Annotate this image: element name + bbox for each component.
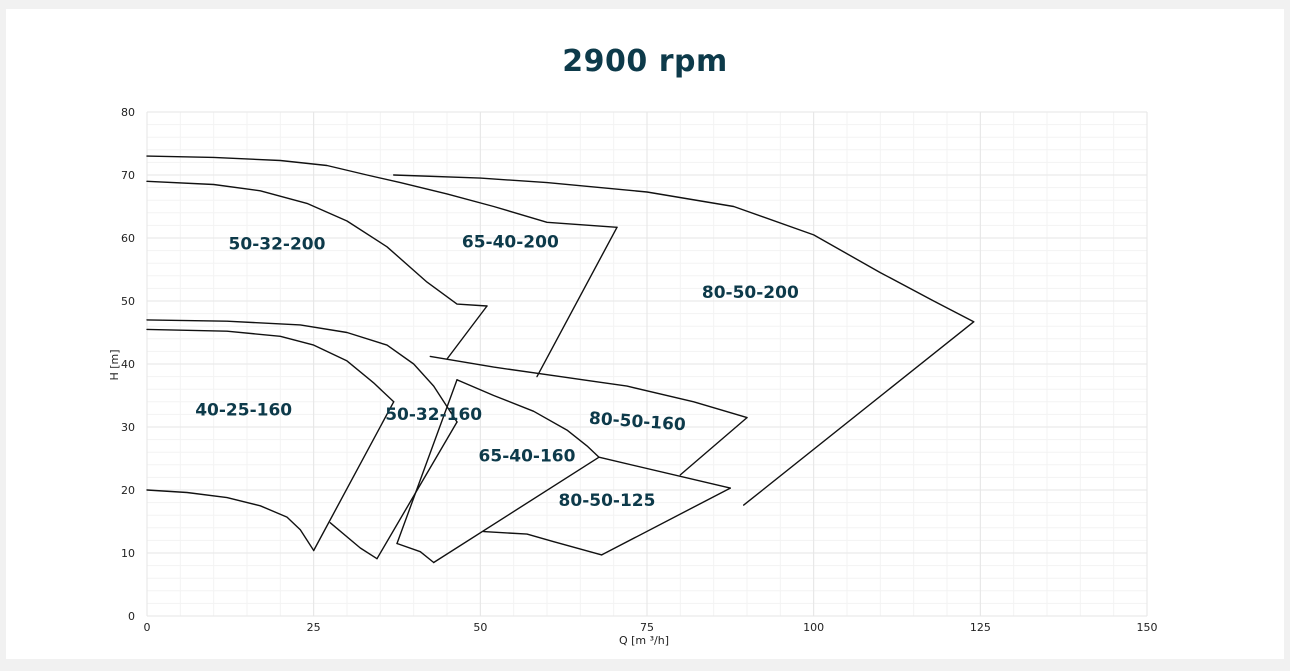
x-tick-label: 50 (473, 621, 487, 634)
pump-model-label: 50-32-200 (229, 234, 326, 254)
curve-line-14 (679, 416, 748, 476)
y-tick-label: 60 (121, 232, 135, 245)
curve-line-17 (396, 542, 435, 564)
x-axis-ticks: 0 25 50 75 100 125 150 (144, 621, 1158, 634)
y-axis-label: H [m] (108, 349, 121, 380)
pump-model-label: 40-25-160 (195, 401, 292, 421)
pump-model-label: 65-40-160 (479, 447, 576, 467)
y-tick-label: 20 (121, 484, 135, 497)
region-labels: 50-32-200 65-40-200 80-50-200 40-25-160 50-3… (195, 232, 799, 510)
curve-line-13 (429, 355, 748, 419)
curve-line-21 (483, 530, 603, 556)
y-tick-label: 80 (121, 106, 135, 119)
y-tick-label: 10 (121, 547, 135, 560)
pump-model-label: 80-50-125 (559, 491, 656, 511)
curve-line-15 (456, 379, 600, 458)
curve-line-18 (433, 456, 600, 564)
x-tick-label: 75 (640, 621, 654, 634)
curve-line-8 (146, 328, 395, 403)
curve-series (146, 155, 975, 564)
curve-line-4 (536, 226, 618, 378)
curve-line-3 (393, 174, 975, 323)
pump-model-label: 80-50-200 (702, 283, 799, 303)
x-tick-label: 125 (970, 621, 991, 634)
curve-line-12 (329, 522, 378, 560)
y-tick-label: 40 (121, 358, 135, 371)
pump-model-label: 50-32-160 (385, 405, 482, 425)
x-tick-label: 100 (803, 621, 824, 634)
pump-model-label: 80-50-160 (588, 409, 686, 436)
major-grid (146, 111, 1148, 617)
y-tick-label: 70 (121, 169, 135, 182)
curve-line-1 (146, 155, 618, 228)
pump-model-label: 65-40-200 (462, 232, 559, 252)
curve-line-5 (446, 305, 488, 360)
x-tick-label: 0 (144, 621, 151, 634)
curve-line-7 (146, 319, 458, 423)
y-tick-label: 30 (121, 421, 135, 434)
y-tick-label: 0 (128, 610, 135, 623)
curve-line-19 (598, 456, 731, 489)
curve-line-2 (146, 180, 488, 307)
chart-title: 2900 rpm (562, 44, 728, 79)
x-tick-label: 150 (1137, 621, 1158, 634)
curve-line-10 (313, 401, 395, 552)
curve-line-20 (601, 487, 731, 556)
curve-line-6 (743, 321, 975, 506)
x-axis-label: Q [m ³/h] (619, 634, 669, 647)
curve-line-9 (146, 489, 315, 552)
curve-line-16 (396, 379, 458, 545)
chart-card (6, 9, 1284, 659)
x-tick-label: 25 (307, 621, 321, 634)
y-tick-label: 50 (121, 295, 135, 308)
y-axis-ticks: 0 10 20 30 40 50 60 70 80 (121, 106, 135, 623)
